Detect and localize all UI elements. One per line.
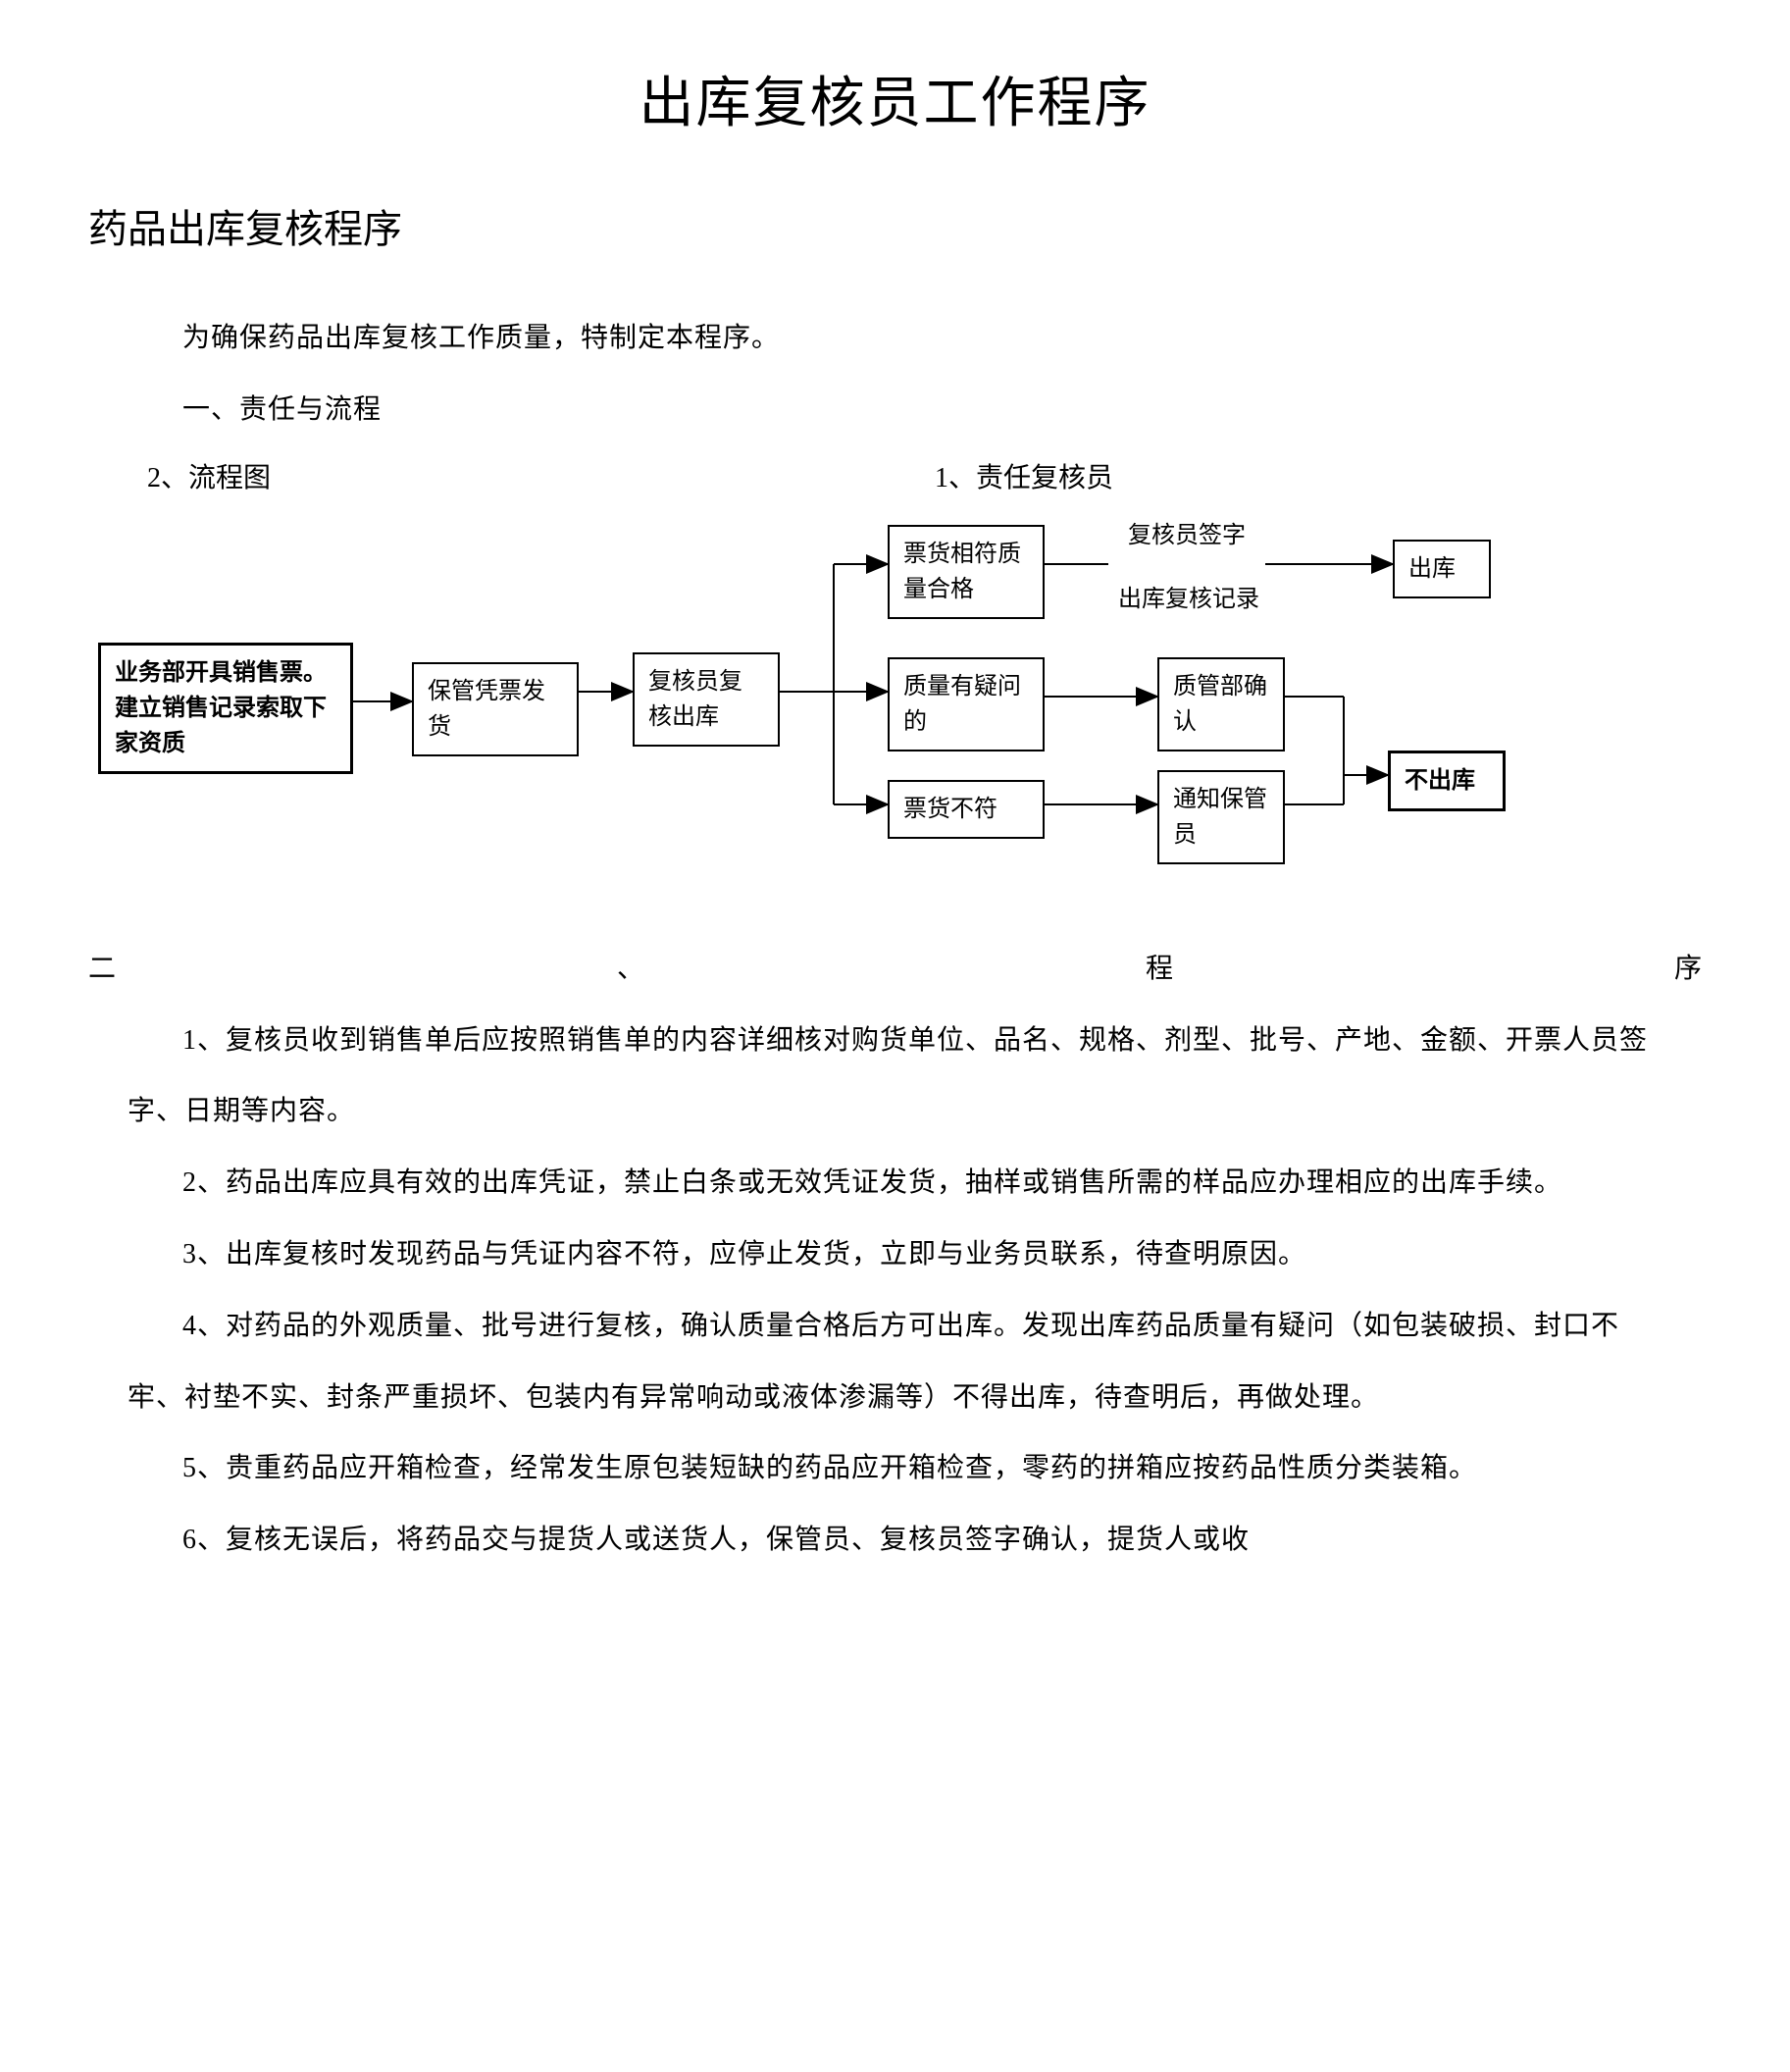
section2-heading-row: 二 、 程 序 [88,947,1702,986]
flow-label: 2、流程图 [147,456,271,495]
flow-node-qc-confirm: 质管部确认 [1157,657,1285,751]
flow-text-reviewer-sign: 复核员签字 [1128,520,1246,553]
flow-node-mismatch: 票货不符 [888,780,1045,839]
flowchart: 业务部开具销售票。建立销售记录索取下家资质 保管凭票发货 复核员复核出库 票货相… [88,505,1702,937]
flow-header-row: 2、流程图 1、责任复核员 [147,456,1506,495]
procedure-item-1: 1、复核员收到销售单后应按照销售单的内容详细核对购货单位、品名、规格、剂型、批号… [128,1006,1662,1149]
flow-node-match-qualified: 票货相符质量合格 [888,525,1045,619]
flow-node-quality-doubt: 质量有疑问的 [888,657,1045,751]
page-title: 出库复核员工作程序 [88,59,1702,138]
procedure-item-5: 5、贵重药品应开箱检查，经常发生原包装短缺的药品应开箱检查，零药的拼箱应按药品性… [128,1433,1662,1505]
intro-paragraph: 为确保药品出库复核工作质量，特制定本程序。 [128,303,1662,375]
section-title: 药品出库复核程序 [88,197,1702,254]
procedure-item-3: 3、出库复核时发现药品与凭证内容不符，应停止发货，立即与业务员联系，待查明原因。 [128,1219,1662,1291]
procedure-item-4: 4、对药品的外观质量、批号进行复核，确认质量合格后方可出库。发现出库药品质量有疑… [128,1291,1662,1434]
flow-node-notify-keeper: 通知保管员 [1157,770,1285,864]
flow-node-no-outbound: 不出库 [1388,751,1506,811]
flow-node-sales-ticket: 业务部开具销售票。建立销售记录索取下家资质 [98,643,353,774]
procedure-item-6: 6、复核无误后，将药品交与提货人或送货人，保管员、复核员签字确认，提货人或收 [128,1505,1662,1577]
section1-heading: 一、责任与流程 [128,375,1662,446]
sec2-char-3: 程 [1146,947,1173,986]
procedure-item-2: 2、药品出库应具有效的出库凭证，禁止白条或无效凭证发货，抽样或销售所需的样品应办… [128,1148,1662,1219]
sec2-char-1: 二 [88,947,116,986]
responsibility-label: 1、责任复核员 [935,456,1113,495]
flow-node-keeper-ship: 保管凭票发货 [412,662,579,756]
sec2-char-2: 、 [617,947,644,986]
flow-node-reviewer-check: 复核员复核出库 [633,652,780,747]
flow-text-outbound-record: 出库复核记录 [1118,584,1259,617]
sec2-char-4: 序 [1674,947,1702,986]
flow-node-outbound: 出库 [1393,540,1491,598]
